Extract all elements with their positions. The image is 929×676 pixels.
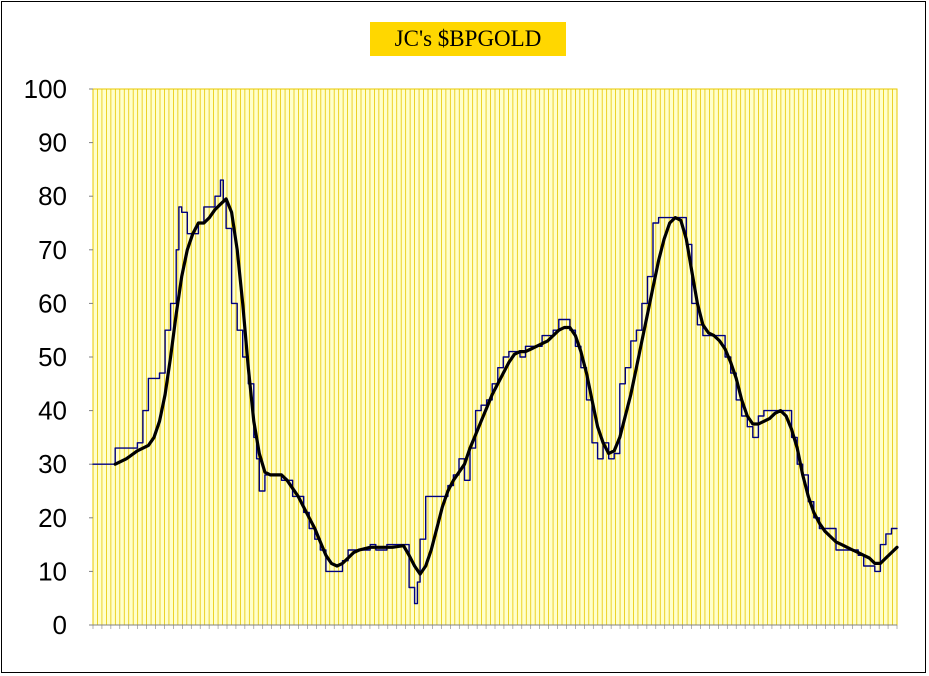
y-tick-label: 70 xyxy=(38,235,67,265)
y-axis-ticks: 0 10 20 30 40 50 60 70 80 90 100 xyxy=(24,74,93,640)
y-tick-label: 30 xyxy=(38,449,67,479)
y-tick-label: 90 xyxy=(38,128,67,158)
y-tick-label: 50 xyxy=(38,342,67,372)
x-axis-ticks xyxy=(92,624,898,629)
y-tick-label: 80 xyxy=(38,181,67,211)
y-tick-label: 60 xyxy=(38,288,67,318)
series-line-smoothed xyxy=(113,197,899,576)
y-tick-label: 0 xyxy=(53,610,67,640)
y-tick-label: 100 xyxy=(24,74,67,104)
series-layer xyxy=(92,179,899,605)
chart-title: JC's $BPGOLD xyxy=(370,22,566,56)
y-tick-label: 20 xyxy=(38,503,67,533)
y-tick-label: 10 xyxy=(38,556,67,586)
grid-lines xyxy=(97,89,893,625)
y-tick-label: 40 xyxy=(38,396,67,426)
